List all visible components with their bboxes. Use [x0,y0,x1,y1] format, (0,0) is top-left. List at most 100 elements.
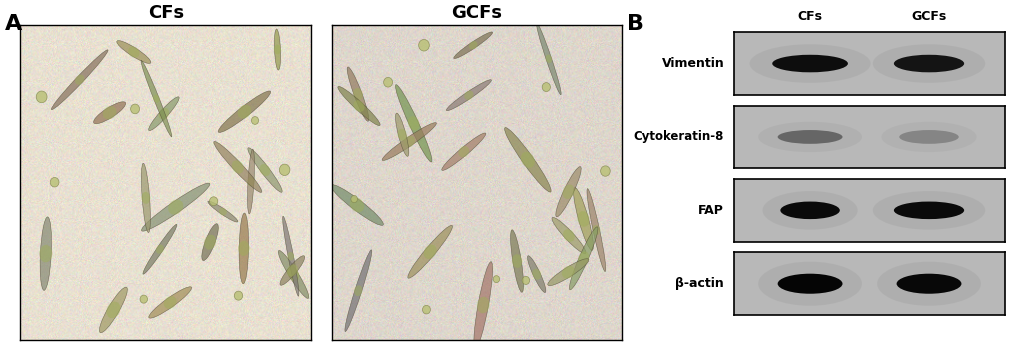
Ellipse shape [75,75,85,85]
Ellipse shape [899,130,958,144]
Title: GCFs: GCFs [451,4,502,22]
Ellipse shape [600,166,609,176]
Ellipse shape [493,276,499,282]
Ellipse shape [383,77,392,87]
Ellipse shape [279,164,289,175]
Text: β-actin: β-actin [675,277,723,290]
Ellipse shape [573,188,593,250]
Ellipse shape [776,274,842,294]
Ellipse shape [408,225,452,278]
Ellipse shape [780,202,839,219]
Ellipse shape [474,262,492,348]
Ellipse shape [274,29,280,70]
Text: Vimentin: Vimentin [660,57,723,70]
Ellipse shape [511,230,523,292]
Ellipse shape [551,217,585,253]
Ellipse shape [248,177,255,187]
Ellipse shape [876,262,980,306]
Ellipse shape [149,287,192,318]
Ellipse shape [168,200,183,215]
Ellipse shape [260,164,270,176]
Ellipse shape [418,39,429,51]
Ellipse shape [422,305,430,314]
Ellipse shape [395,113,409,156]
Ellipse shape [159,108,169,120]
Ellipse shape [441,133,485,170]
Ellipse shape [40,217,52,290]
Ellipse shape [382,122,436,160]
Ellipse shape [140,295,148,303]
Text: CFs: CFs [797,10,821,23]
Ellipse shape [762,191,857,229]
Ellipse shape [880,122,975,152]
Ellipse shape [40,245,52,262]
Ellipse shape [116,40,151,63]
Ellipse shape [893,55,963,72]
Ellipse shape [37,91,47,103]
Ellipse shape [156,245,164,254]
Ellipse shape [238,241,250,256]
Ellipse shape [330,185,383,226]
Ellipse shape [592,225,600,235]
Ellipse shape [562,184,574,199]
Ellipse shape [106,302,120,318]
Ellipse shape [757,122,861,152]
Ellipse shape [521,152,534,168]
Ellipse shape [231,160,244,173]
Ellipse shape [337,86,380,126]
Ellipse shape [344,250,372,332]
Ellipse shape [353,100,364,112]
Ellipse shape [395,84,432,162]
Ellipse shape [214,141,262,192]
Ellipse shape [142,183,210,231]
Ellipse shape [469,41,477,49]
Ellipse shape [248,149,254,214]
Ellipse shape [287,252,293,261]
Ellipse shape [209,197,217,206]
Ellipse shape [542,83,550,92]
Ellipse shape [202,224,218,261]
Ellipse shape [346,67,369,121]
Ellipse shape [408,116,419,130]
Ellipse shape [893,202,963,219]
Ellipse shape [351,195,357,203]
Ellipse shape [99,287,127,333]
Ellipse shape [103,106,116,120]
Ellipse shape [350,198,364,212]
Ellipse shape [130,104,140,114]
Ellipse shape [50,178,59,187]
Ellipse shape [286,264,298,277]
Ellipse shape [453,32,492,59]
Text: A: A [5,14,22,34]
Text: B: B [627,14,644,34]
Ellipse shape [757,262,861,306]
Ellipse shape [353,88,363,100]
Ellipse shape [279,256,305,285]
Ellipse shape [522,276,529,285]
Ellipse shape [278,251,309,299]
Ellipse shape [561,266,575,279]
Ellipse shape [771,55,847,72]
Ellipse shape [569,227,597,290]
Ellipse shape [237,105,251,118]
Ellipse shape [458,146,469,157]
Ellipse shape [153,95,160,103]
Ellipse shape [423,245,436,259]
Ellipse shape [51,50,108,110]
Ellipse shape [238,213,249,284]
Ellipse shape [586,189,605,271]
Text: GCFs: GCFs [911,10,946,23]
Ellipse shape [562,229,575,242]
Ellipse shape [776,130,842,144]
Ellipse shape [251,117,259,124]
Ellipse shape [143,224,176,274]
Ellipse shape [749,44,870,83]
Ellipse shape [397,129,407,141]
Ellipse shape [547,259,588,286]
Ellipse shape [577,211,589,227]
Ellipse shape [142,163,150,233]
Ellipse shape [248,148,282,192]
Ellipse shape [204,234,216,250]
Ellipse shape [896,274,961,294]
Ellipse shape [404,136,415,147]
